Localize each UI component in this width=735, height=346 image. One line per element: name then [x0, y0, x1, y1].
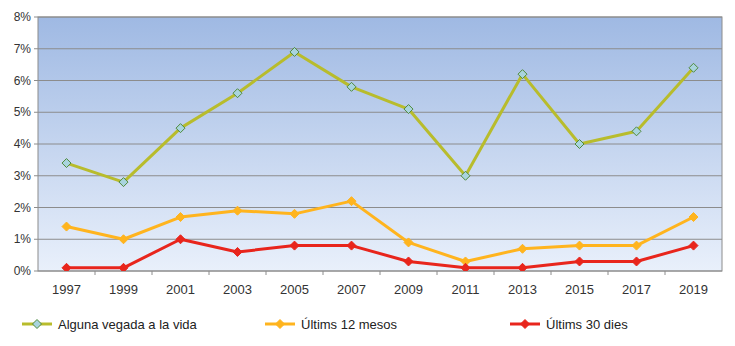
series-marker [62, 222, 71, 231]
series-marker [518, 70, 527, 79]
y-tick-label: 0% [14, 264, 32, 278]
y-tick-label: 6% [14, 74, 32, 88]
series-marker [176, 235, 185, 244]
x-tick-label: 2005 [280, 282, 309, 297]
series-marker [689, 213, 698, 222]
y-tick [34, 144, 38, 145]
x-tick [380, 271, 381, 275]
x-tick-label: 2009 [394, 282, 423, 297]
x-tick-label: 1997 [52, 282, 81, 297]
series-marker [404, 105, 413, 114]
y-tick [34, 175, 38, 176]
plot-background [38, 17, 722, 271]
x-tick-label: 2011 [452, 282, 480, 297]
grid-line [38, 112, 722, 113]
series-marker [119, 263, 128, 271]
series-marker [632, 241, 641, 250]
grid-line [38, 80, 722, 81]
y-tick-label: 3% [14, 169, 32, 183]
grid-line [38, 175, 722, 176]
series-marker [632, 257, 641, 266]
legend-marker [33, 320, 42, 329]
y-tick [34, 80, 38, 81]
plot-frame [38, 17, 722, 271]
series-marker [689, 241, 698, 250]
y-tick [34, 271, 38, 272]
series-marker [632, 127, 641, 136]
x-tick-label: 2019 [679, 282, 708, 297]
grid-line [38, 239, 722, 240]
series-marker [575, 257, 584, 266]
series-marker [62, 263, 71, 271]
y-tick-label: 1% [14, 232, 32, 246]
x-tick-label: 2001 [166, 282, 195, 297]
y-tick [34, 239, 38, 240]
series-line [67, 52, 694, 182]
series-marker [233, 89, 242, 98]
x-tick-label: 2015 [565, 282, 594, 297]
grid-line [38, 144, 722, 145]
series-marker [176, 124, 185, 133]
legend-label: Alguna vegada a la vida [58, 317, 198, 332]
chart-svg: 0% 1% 2% 3% 4% 5% 6% 7% 8% 1997 1999 2001 2003 2005 20… [0, 0, 735, 346]
series-marker [575, 241, 584, 250]
series-marker [176, 213, 185, 222]
x-tick [494, 271, 495, 275]
series-marker [347, 197, 356, 206]
x-tick [152, 271, 153, 275]
x-tick-label: 2013 [508, 282, 537, 297]
series-marker [62, 159, 71, 168]
x-tick [437, 271, 438, 275]
series-marker [461, 263, 470, 271]
series-marker [233, 206, 242, 215]
series-group [62, 47, 698, 271]
x-tick [665, 271, 666, 275]
y-tick [34, 207, 38, 208]
series-marker [404, 238, 413, 247]
x-tick [323, 271, 324, 275]
legend-marker [521, 320, 530, 329]
grid-line [38, 48, 722, 49]
x-tick-label: 1999 [109, 282, 138, 297]
chart-container: 0% 1% 2% 3% 4% 5% 6% 7% 8% 1997 1999 2001 2003 2005 20… [0, 0, 735, 346]
x-tick [95, 271, 96, 275]
series-marker [518, 244, 527, 253]
y-tick-label: 8% [14, 10, 32, 24]
series-marker [404, 257, 413, 266]
legend-label: Últims 12 mesos [301, 317, 398, 332]
y-tick-label: 5% [14, 105, 32, 119]
x-tick-label: 2007 [337, 282, 366, 297]
legend-marker [276, 320, 285, 329]
x-tick [266, 271, 267, 275]
series-marker [518, 263, 527, 271]
y-tick-label: 7% [14, 42, 32, 56]
grid-line [38, 207, 722, 208]
series-marker [119, 178, 128, 187]
x-tick [608, 271, 609, 275]
x-tick-label: 2003 [223, 282, 252, 297]
series-marker [689, 63, 698, 72]
series-marker [461, 171, 470, 180]
series-line [67, 239, 694, 268]
series-marker [119, 235, 128, 244]
y-tick-label: 2% [14, 201, 32, 215]
series-marker [347, 241, 356, 250]
x-tick [551, 271, 552, 275]
x-tick [209, 271, 210, 275]
y-tick [34, 17, 38, 18]
x-tick-label: 2017 [622, 282, 651, 297]
y-tick [34, 112, 38, 113]
y-tick [34, 48, 38, 49]
y-tick-label: 4% [14, 137, 32, 151]
series-marker [233, 247, 242, 256]
series-marker [575, 140, 584, 149]
series-marker [347, 82, 356, 91]
series-marker [290, 209, 299, 218]
legend-label: Últims 30 dies [546, 317, 628, 332]
series-marker [290, 47, 299, 56]
series-marker [290, 241, 299, 250]
